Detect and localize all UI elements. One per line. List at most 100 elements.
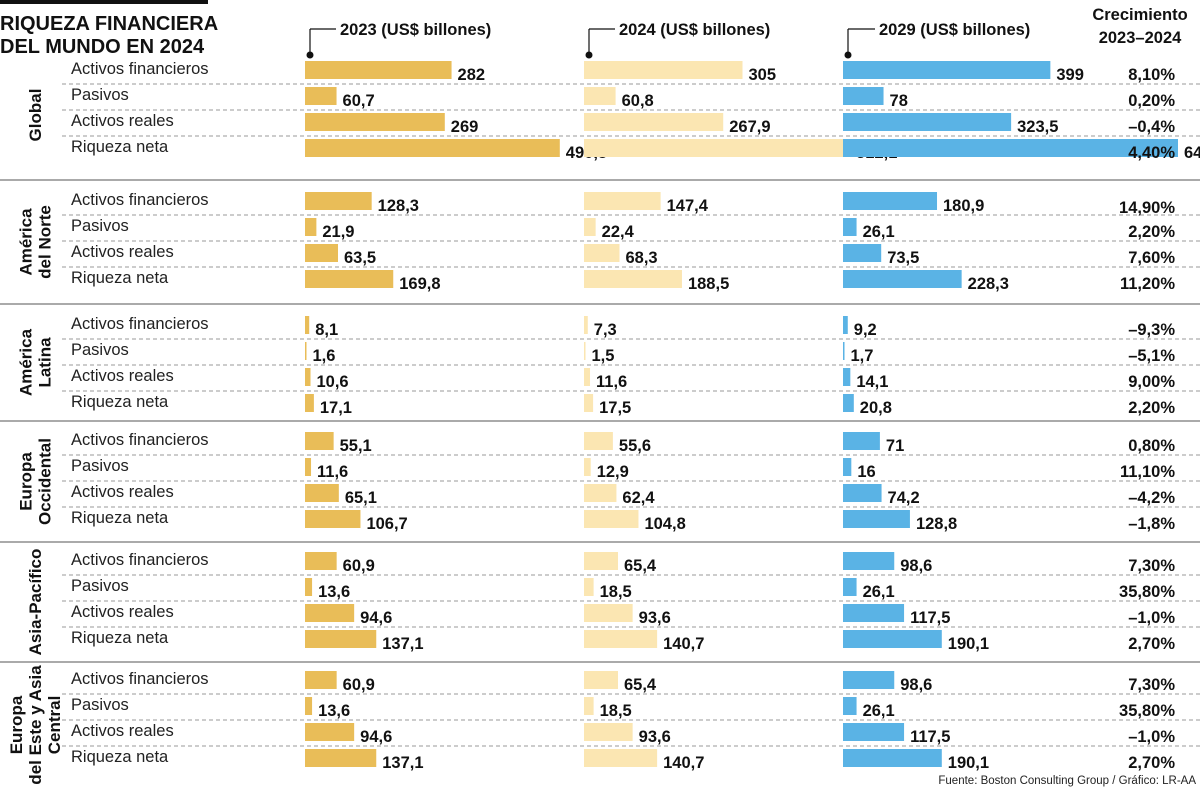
value-label-2029: 1,7 [851,347,874,365]
value-label-2024: 65,4 [624,676,657,694]
value-label-2024: 93,6 [639,728,671,746]
growth-value: 35,80% [1119,583,1175,601]
value-label-2023: 60,7 [343,92,375,110]
row-label: Activos financieros [71,670,209,688]
growth-value: –1,8% [1128,515,1175,533]
value-label-2023: 282 [458,66,486,84]
value-label-2029: 26,1 [863,702,895,720]
bar-2024 [584,697,594,715]
bar-2023 [305,394,314,412]
bar-2029 [843,192,938,210]
region-label: del Norte [36,205,55,279]
bar-2024 [584,244,620,262]
row-label: Riqueza neta [71,629,169,647]
value-label-2024: 267,9 [729,118,770,136]
value-label-2029: 26,1 [863,583,895,601]
bar-2024 [584,192,661,210]
title-rule [0,0,208,4]
value-label-2029: 14,1 [856,373,888,391]
bar-2029 [843,604,905,622]
growth-value: 2,20% [1128,399,1175,417]
bar-2024 [584,87,616,105]
value-label-2029: 228,3 [968,275,1009,293]
value-label-2029: 117,5 [910,728,950,746]
region-label: Asia-Pacífico [26,549,45,656]
value-label-2024: 11,6 [596,373,627,391]
bar-2029 [843,316,848,334]
region-label: América [17,208,36,276]
growth-value: –1,0% [1128,728,1175,746]
growth-value: 4,40% [1128,144,1175,162]
bar-2023 [305,270,394,288]
region-label: del Este y Asia [26,665,45,785]
growth-value: –4,2% [1128,489,1175,507]
region-label: Central [45,696,64,755]
row-label: Activos reales [71,603,174,621]
value-label-2029: 190,1 [948,635,989,653]
bar-2023 [305,484,339,502]
growth-value: 2,70% [1128,635,1175,653]
growth-value: 0,20% [1128,92,1175,110]
bar-2023 [305,552,337,570]
value-label-2029: 74,2 [888,489,920,507]
value-label-2024: 140,7 [663,754,704,772]
row-label: Riqueza neta [71,269,169,287]
bar-2029 [843,113,1012,131]
value-label-2024: 17,5 [599,399,631,417]
row-label: Riqueza neta [71,509,169,527]
value-label-2024: 12,9 [597,463,629,481]
growth-value: 35,80% [1119,702,1175,720]
value-label-2029: 117,5 [910,609,950,627]
bar-2023 [305,113,445,131]
bar-2023 [305,61,452,79]
value-label-2023: 106,7 [366,515,407,533]
value-label-2023: 21,9 [322,223,354,241]
growth-value: 9,00% [1128,373,1175,391]
value-label-2024: 55,6 [619,437,651,455]
row-label: Riqueza neta [71,138,169,156]
value-label-2029: 26,1 [863,223,895,241]
bar-2024 [584,630,658,648]
bar-2024 [584,749,658,767]
bar-2029 [843,749,942,767]
bar-2024 [584,218,596,236]
source-note: Fuente: Boston Consulting Group / Gráfic… [938,775,1196,787]
growth-value: 8,10% [1128,66,1175,84]
row-label: Activos reales [71,367,174,385]
bar-2029 [843,270,962,288]
bar-2029 [843,61,1051,79]
value-label-2023: 55,1 [340,437,372,455]
row-label: Activos reales [71,483,174,501]
value-label-2023: 11,6 [317,463,348,481]
series-2-header: 2029 (US$ billones) [879,21,1030,39]
bar-2024 [584,510,639,528]
row-label: Pasivos [71,577,129,595]
value-label-2029: 73,5 [887,249,919,267]
value-label-2024: 68,3 [625,249,657,267]
bar-2029 [843,510,910,528]
value-label-2024: 93,6 [639,609,671,627]
bar-2023 [305,192,372,210]
value-label-2023: 94,6 [360,609,392,627]
value-label-2023: 269 [451,118,479,136]
value-label-2029: 98,6 [900,557,932,575]
bar-2023 [305,671,337,689]
region-label: Global [26,89,45,142]
region-label: Europa [17,452,36,511]
value-label-2023: 60,9 [343,557,375,575]
row-label: Activos financieros [71,551,209,569]
bar-2023 [305,604,355,622]
series-0-header: 2023 (US$ billones) [340,21,491,39]
region-label: Occidental [36,438,55,525]
value-label-2024: 60,8 [622,92,654,110]
bar-2029 [843,139,1178,157]
bar-2029 [843,87,884,105]
bar-2023 [305,87,337,105]
bar-2024 [584,432,613,450]
bar-2024 [584,368,591,386]
value-label-2024: 104,8 [644,515,685,533]
bar-2023 [305,458,312,476]
bar-2029 [843,697,857,715]
series-1-header: 2024 (US$ billones) [619,21,770,39]
